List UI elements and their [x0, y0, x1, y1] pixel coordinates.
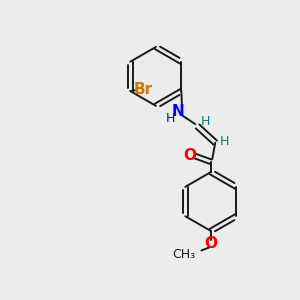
- Text: H: H: [166, 112, 175, 125]
- Text: CH₃: CH₃: [172, 248, 196, 261]
- Text: Br: Br: [134, 82, 153, 97]
- Text: O: O: [184, 148, 197, 164]
- Text: O: O: [204, 236, 217, 251]
- Text: N: N: [172, 104, 185, 119]
- Text: H: H: [201, 115, 211, 128]
- Text: H: H: [219, 135, 229, 148]
